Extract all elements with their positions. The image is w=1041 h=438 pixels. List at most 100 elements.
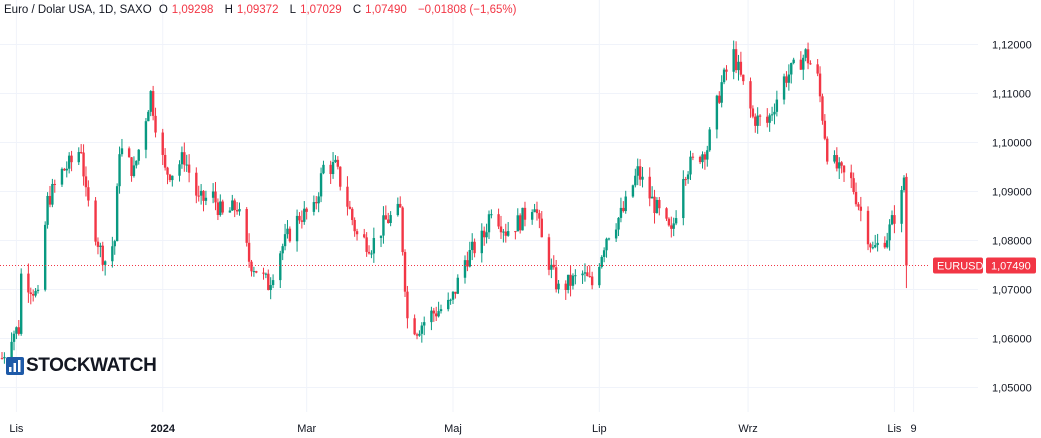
candle-body (348, 206, 352, 209)
candle-body (905, 176, 908, 266)
candle-body (850, 172, 853, 179)
candle-body (79, 152, 83, 154)
candle-body (413, 318, 416, 335)
candle-body (674, 218, 678, 224)
candle-body (17, 327, 20, 334)
candle-body (725, 69, 728, 72)
candle-body (43, 224, 47, 290)
candle-body (389, 215, 392, 223)
candle (418, 330, 421, 337)
candle (449, 298, 452, 305)
candle (286, 220, 289, 239)
candle-body (295, 215, 299, 242)
candle-body (228, 210, 232, 213)
candle-body (435, 313, 438, 317)
x-tick-label: 2024 (150, 423, 175, 435)
time-axis[interactable]: Lis 2024 Mar Maj Lip Wrz Lis 9 (9, 423, 916, 435)
candle (485, 223, 488, 244)
candle (590, 271, 594, 290)
candle-body (315, 202, 318, 204)
candle-body (547, 237, 551, 270)
candle (732, 40, 735, 80)
candle (854, 182, 858, 207)
candle (370, 250, 373, 259)
candle (518, 213, 522, 234)
candle (756, 107, 759, 134)
candle-body (900, 190, 903, 224)
candle (355, 228, 359, 241)
candle (372, 227, 376, 263)
candle-body (466, 260, 469, 267)
candle (886, 232, 889, 249)
candle-body (163, 154, 167, 168)
candle-body (298, 215, 301, 221)
candle-body (473, 241, 476, 254)
candle (87, 180, 90, 207)
price-axis[interactable]: 1,05000 1,06000 1,07000 1,08000 1,09000 1,100… (992, 40, 1032, 395)
candle (581, 270, 584, 284)
candle (262, 267, 265, 280)
candle-body (401, 207, 404, 253)
candle-body (624, 196, 627, 212)
candle-body (636, 166, 639, 176)
candle-body (262, 272, 265, 274)
candle (120, 138, 124, 157)
candle-body (590, 276, 594, 286)
candle (715, 94, 719, 139)
candle-body (264, 273, 268, 275)
symbol-title[interactable]: Euro / Dolar USA, 1D, SAXO (4, 4, 152, 16)
candle (754, 113, 757, 133)
candle (634, 168, 637, 188)
candle-body (838, 162, 841, 169)
candle (823, 114, 827, 141)
candle-body (682, 179, 685, 219)
candle (686, 171, 690, 184)
bar-chart-icon (6, 357, 24, 375)
candle-body (336, 159, 340, 167)
candle (557, 280, 560, 294)
candle-body (111, 246, 114, 262)
candle (622, 201, 625, 213)
candle-body (118, 154, 121, 187)
candle (451, 291, 455, 305)
candle (250, 259, 253, 277)
candle (171, 175, 174, 187)
candle-body (883, 242, 887, 248)
candle (571, 273, 575, 290)
candle-body (449, 299, 452, 301)
candle-body (3, 356, 6, 359)
candle-body (168, 174, 172, 181)
ohlc-open-label: O (158, 4, 168, 16)
candle-body (658, 199, 661, 209)
candle-body (235, 210, 239, 212)
candle-body (617, 217, 620, 230)
candle-body (614, 229, 618, 239)
candle-body (586, 272, 589, 277)
candle-body (732, 49, 735, 72)
candle (454, 291, 457, 299)
candle-body (84, 176, 88, 188)
x-tick-label: Maj (444, 423, 462, 435)
candle (787, 64, 791, 91)
candle-body (219, 201, 222, 215)
candle (905, 173, 908, 289)
candle (530, 209, 534, 225)
candle-body (463, 260, 467, 278)
candle (770, 106, 774, 122)
candle (538, 209, 541, 229)
candle (185, 154, 188, 172)
candle (636, 158, 639, 186)
candle-body (454, 291, 457, 294)
candle (602, 247, 606, 263)
candle-body (355, 231, 359, 235)
candle (329, 160, 332, 184)
candle-body (247, 242, 251, 262)
candle (317, 192, 320, 213)
candle (859, 196, 863, 222)
x-tick-label: Wrz (738, 423, 757, 435)
candle-body (787, 74, 791, 83)
candle (12, 330, 16, 351)
candle (588, 265, 591, 278)
candle-body (103, 261, 107, 265)
candle-body (840, 162, 843, 166)
